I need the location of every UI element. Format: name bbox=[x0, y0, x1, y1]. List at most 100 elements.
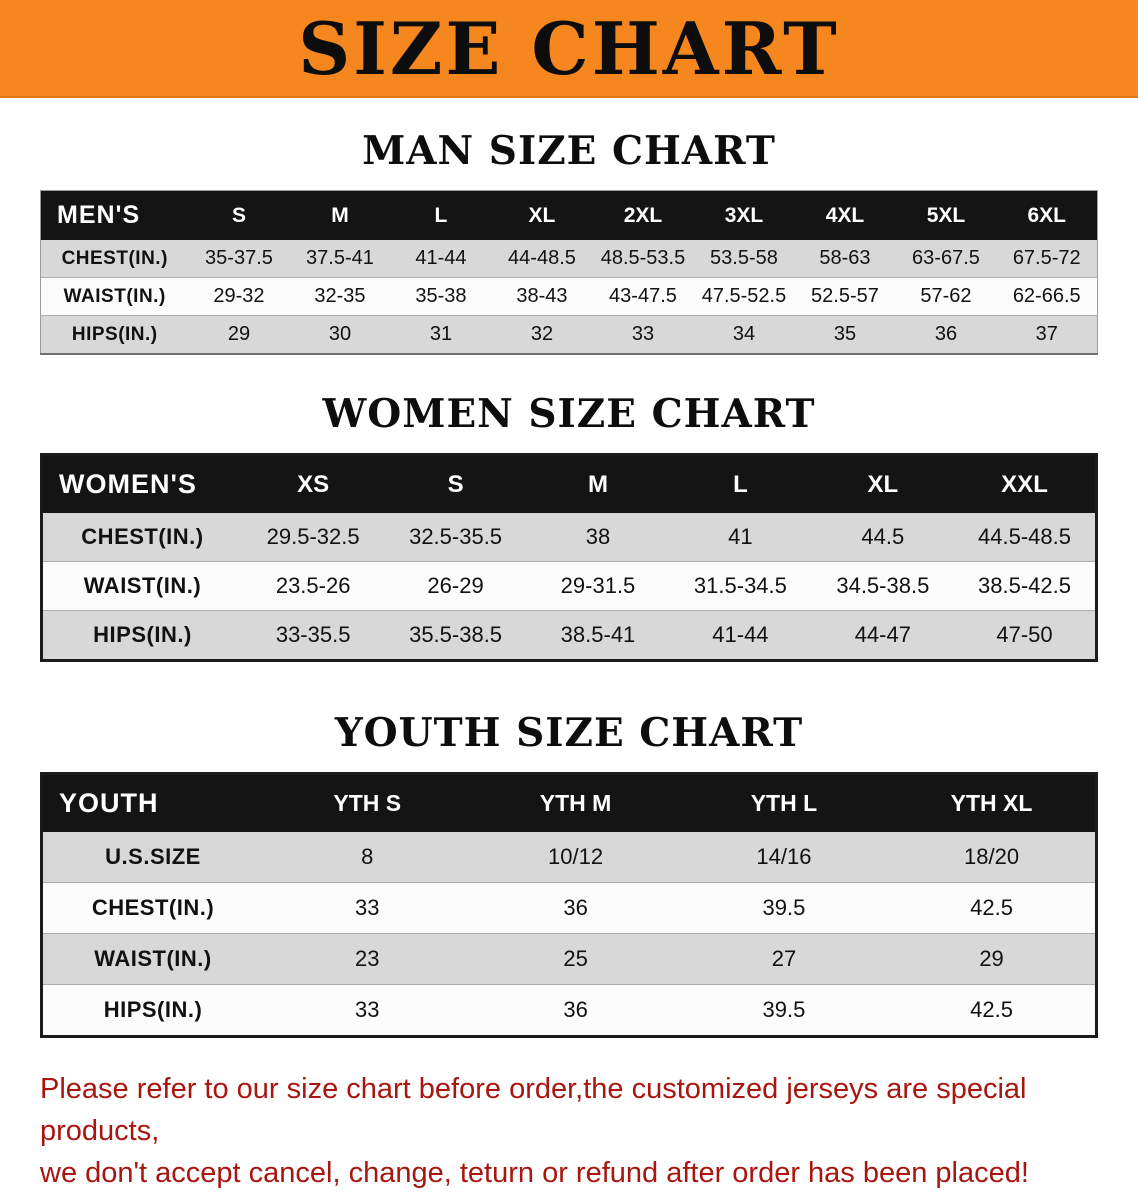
measurement-value: 31.5-34.5 bbox=[693, 573, 787, 598]
size-column-header: XXL bbox=[954, 454, 1097, 513]
measurement-value: 35.5-38.5 bbox=[409, 622, 503, 647]
men-section-heading: MAN SIZE CHART bbox=[362, 128, 776, 174]
youth-size-section: YOUTH SIZE CHART YOUTH YTH S YTH M YTH L YTH… bbox=[0, 710, 1138, 1038]
measurement-value: 23.5-26 bbox=[275, 573, 351, 598]
size-column-header: 2XL bbox=[592, 190, 694, 240]
measurement-value: 42.5 bbox=[970, 895, 1013, 920]
size-column-header: S bbox=[188, 190, 290, 240]
table-corner-label: WOMEN'S bbox=[41, 454, 242, 513]
size-column-header: YTH M bbox=[471, 773, 680, 832]
measurement-row: U.S.SIZE 8 10/12 14/16 18/20 bbox=[41, 832, 1097, 883]
measurement-value: 41-44 bbox=[712, 622, 769, 647]
table-header-row: WOMEN'S XS S M L XL XXL bbox=[41, 454, 1097, 513]
size-charts: MAN SIZE CHART MEN'S S M L XL 2XL 3XL 4XL 5XL 6XL… bbox=[0, 128, 1138, 1038]
measurement-value: 32-35 bbox=[314, 285, 366, 307]
measurement-row: WAIST(IN.) 29-32 32-35 35-38 38-43 43-47.5 47.… bbox=[40, 277, 1098, 316]
size-column-header: YTH L bbox=[679, 773, 889, 832]
measurement-value: 10/12 bbox=[548, 844, 604, 869]
size-column-header: M bbox=[526, 454, 670, 513]
banner-title: SIZE CHART bbox=[298, 5, 840, 91]
measurement-row: WAIST(IN.) 23.5-26 26-29 29-31.5 31.5-34.5 34… bbox=[41, 561, 1097, 611]
size-column-header: L bbox=[390, 190, 492, 240]
size-column-header: 3XL bbox=[693, 190, 795, 240]
table-corner-label: YOUTH bbox=[41, 773, 264, 832]
measurement-value: 39.5 bbox=[762, 895, 806, 920]
measurement-row: WAIST(IN.) 23 25 27 29 bbox=[41, 933, 1097, 985]
measurement-value: 38.5-41 bbox=[560, 622, 636, 647]
measurement-value: 37.5-41 bbox=[306, 247, 374, 269]
size-column-header: YTH S bbox=[263, 773, 472, 832]
measurement-row: CHEST(IN.) 35-37.5 37.5-41 41-44 44-48.5 48.5… bbox=[40, 240, 1098, 278]
measurement-label: U.S.SIZE bbox=[105, 844, 201, 869]
measurement-row: CHEST(IN.) 33 36 39.5 42.5 bbox=[41, 882, 1097, 934]
measurement-value: 63-67.5 bbox=[912, 247, 980, 269]
measurement-value: 29.5-32.5 bbox=[266, 524, 360, 549]
measurement-value: 29 bbox=[227, 323, 251, 345]
measurement-value: 43-47.5 bbox=[609, 285, 677, 307]
measurement-label: WAIST(IN.) bbox=[83, 573, 202, 598]
disclaimer-line-1: Please refer to our size chart before or… bbox=[40, 1073, 1027, 1148]
measurement-value: 35 bbox=[833, 323, 857, 345]
men-size-section: MAN SIZE CHART MEN'S S M L XL 2XL 3XL 4XL 5XL 6XL… bbox=[0, 128, 1138, 355]
measurement-value: 41 bbox=[728, 524, 753, 549]
measurement-label: WAIST(IN.) bbox=[94, 946, 212, 971]
size-column-header: 4XL bbox=[794, 190, 896, 240]
men-size-table: MEN'S S M L XL 2XL 3XL 4XL 5XL 6XL CHEST(IN.) 35-37… bbox=[40, 190, 1098, 355]
size-column-header: YTH XL bbox=[888, 773, 1097, 832]
youth-section-heading: YOUTH SIZE CHART bbox=[334, 710, 804, 756]
size-column-header: S bbox=[384, 454, 527, 513]
measurement-value: 41-44 bbox=[415, 247, 467, 269]
measurement-label: WAIST(IN.) bbox=[63, 285, 166, 307]
youth-size-table: YOUTH YTH S YTH M YTH L YTH XL U.S.SIZE 8 10/12… bbox=[40, 772, 1098, 1038]
measurement-label: HIPS(IN.) bbox=[103, 997, 203, 1022]
measurement-value: 62-66.5 bbox=[1012, 285, 1081, 307]
measurement-value: 35-38 bbox=[415, 285, 467, 307]
measurement-row: HIPS(IN.) 29 30 31 32 33 34 35 36 37 bbox=[40, 315, 1098, 354]
measurement-value: 33 bbox=[631, 323, 655, 345]
measurement-value: 58-63 bbox=[819, 247, 871, 269]
measurement-label: HIPS(IN.) bbox=[71, 323, 158, 345]
measurement-value: 37 bbox=[1035, 323, 1058, 345]
measurement-value: 27 bbox=[771, 946, 797, 971]
measurement-value: 57-62 bbox=[920, 285, 972, 307]
measurement-value: 29-32 bbox=[213, 285, 265, 307]
measurement-value: 39.5 bbox=[762, 997, 806, 1022]
measurement-value: 33 bbox=[354, 895, 380, 920]
measurement-value: 26-29 bbox=[427, 573, 484, 598]
size-column-header: 6XL bbox=[996, 190, 1098, 240]
size-column-header: M bbox=[289, 190, 391, 240]
measurement-value: 44.5 bbox=[861, 524, 905, 549]
measurement-value: 32 bbox=[530, 323, 554, 345]
measurement-value: 23 bbox=[354, 946, 380, 971]
measurement-value: 47.5-52.5 bbox=[701, 285, 787, 307]
measurement-value: 31 bbox=[429, 323, 453, 345]
measurement-value: 18/20 bbox=[964, 844, 1020, 869]
table-corner-label: MEN'S bbox=[40, 190, 189, 240]
measurement-row: HIPS(IN.) 33-35.5 35.5-38.5 38.5-41 41-44 44-… bbox=[41, 610, 1097, 661]
disclaimer-line-2: we don't accept cancel, change, teturn o… bbox=[40, 1157, 1029, 1190]
measurement-value: 53.5-58 bbox=[710, 247, 778, 269]
size-column-header: 5XL bbox=[895, 190, 997, 240]
measurement-row: CHEST(IN.) 29.5-32.5 32.5-35.5 38 41 44.5 44.5… bbox=[41, 513, 1097, 562]
measurement-value: 32.5-35.5 bbox=[409, 524, 503, 549]
measurement-value: 38-43 bbox=[516, 285, 568, 307]
measurement-value: 33 bbox=[354, 997, 380, 1022]
size-column-header: L bbox=[669, 454, 812, 513]
measurement-value: 42.5 bbox=[970, 997, 1013, 1022]
measurement-value: 44.5-48.5 bbox=[978, 524, 1071, 549]
size-column-header: XL bbox=[491, 190, 593, 240]
table-header-row: YOUTH YTH S YTH M YTH L YTH XL bbox=[41, 773, 1097, 832]
measurement-value: 67.5-72 bbox=[1012, 247, 1081, 269]
measurement-value: 35-37.5 bbox=[205, 247, 273, 269]
measurement-row: HIPS(IN.) 33 36 39.5 42.5 bbox=[41, 984, 1097, 1037]
women-size-section: WOMEN SIZE CHART WOMEN'S XS S M L XL XXL CHEST(… bbox=[0, 391, 1138, 662]
measurement-label: CHEST(IN.) bbox=[81, 524, 204, 549]
measurement-value: 36 bbox=[563, 895, 588, 920]
measurement-value: 48.5-53.5 bbox=[600, 247, 686, 269]
measurement-value: 52.5-57 bbox=[811, 285, 879, 307]
women-section-heading: WOMEN SIZE CHART bbox=[322, 391, 816, 437]
measurement-value: 8 bbox=[361, 844, 374, 869]
measurement-value: 36 bbox=[563, 997, 588, 1022]
measurement-label: CHEST(IN.) bbox=[91, 895, 215, 920]
measurement-value: 14/16 bbox=[756, 844, 812, 869]
